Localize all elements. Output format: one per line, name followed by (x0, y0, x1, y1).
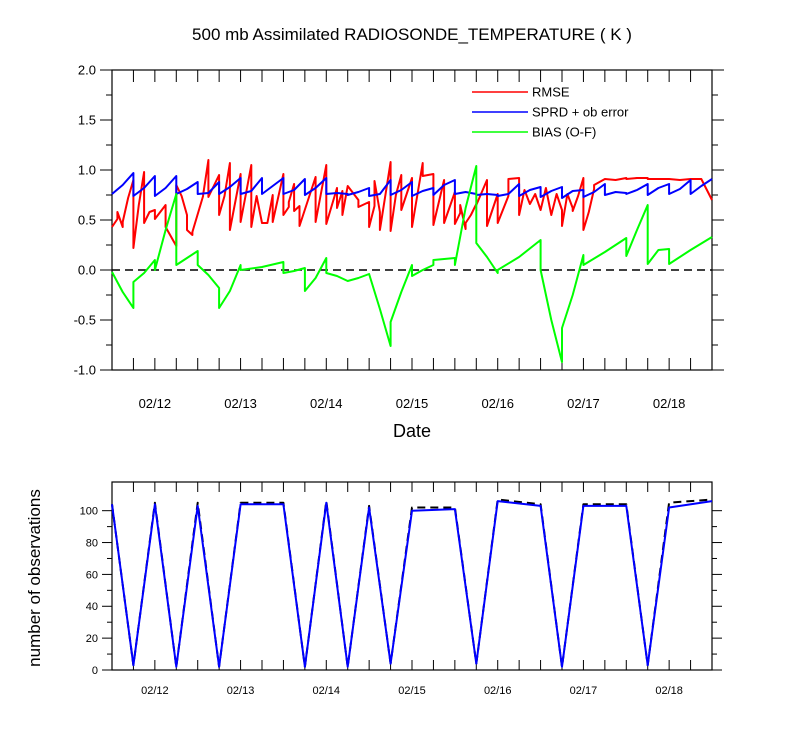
x-tick-label: 02/13 (224, 396, 257, 411)
y-tick-label: 0 (92, 665, 98, 677)
y-tick-label: 2.0 (78, 63, 96, 78)
chart-title: 500 mb Assimilated RADIOSONDE_TEMPERATUR… (192, 25, 632, 44)
y-tick-label: 20 (86, 633, 98, 645)
series-line-rmse (111, 159, 713, 249)
x-tick-label: 02/15 (398, 685, 426, 697)
x-tick-label: 02/18 (655, 685, 683, 697)
series-line-bias-o-f (111, 165, 713, 363)
x-tick-label: 02/12 (139, 396, 172, 411)
bias-rmse-plot-area: 02/12 02/13 02/14 02/15 02/16 02/17 02/18 -1.0 -… (74, 63, 724, 411)
legend-label: SPRD + ob error (532, 105, 629, 120)
y-tick-label: 0.0 (78, 263, 96, 278)
bias-rmse-chart: 500 mb Assimilated RADIOSONDE_TEMPERATUR… (74, 25, 724, 441)
x-tick-label: 02/18 (653, 396, 686, 411)
x-tick-label: 02/17 (570, 685, 598, 697)
legend-label: BIAS (O-F) (532, 125, 596, 140)
x-tick-label: 02/17 (567, 396, 600, 411)
y-tick-label: -0.5 (74, 313, 96, 328)
x-tick-label: 02/16 (484, 685, 512, 697)
legend: RMSE SPRD + ob error BIAS (O-F) (472, 85, 629, 140)
y-tick-label: 60 (86, 569, 98, 581)
y-tick-label: 0.5 (78, 213, 96, 228)
x-tick-label: 02/13 (227, 685, 255, 697)
series-line-assimilated (111, 500, 713, 668)
observation-count-chart: 02/12 02/13 02/14 02/15 02/16 02/17 02/18 0 20 40… (25, 481, 722, 697)
x-tick-label: 02/14 (313, 685, 341, 697)
y-tick-label: -1.0 (74, 363, 96, 378)
y-tick-label: 100 (80, 506, 98, 518)
x-tick-label: 02/14 (310, 396, 343, 411)
series-line-sprd-ob-error (111, 172, 713, 199)
y-tick-label: 1.5 (78, 113, 96, 128)
observation-count-plot-area: 02/12 02/13 02/14 02/15 02/16 02/17 02/18 0 20 40… (80, 481, 722, 697)
x-tick-label: 02/15 (396, 396, 429, 411)
y-tick-label: 40 (86, 601, 98, 613)
y-axis-label: number of observations (25, 489, 44, 667)
x-tick-label: 02/16 (481, 396, 514, 411)
x-axis-label: Date (393, 421, 431, 441)
series-line-possible (111, 498, 713, 668)
y-tick-label: 1.0 (78, 163, 96, 178)
x-tick-label: 02/12 (141, 685, 169, 697)
legend-label: RMSE (532, 85, 570, 100)
y-tick-label: 80 (86, 537, 98, 549)
